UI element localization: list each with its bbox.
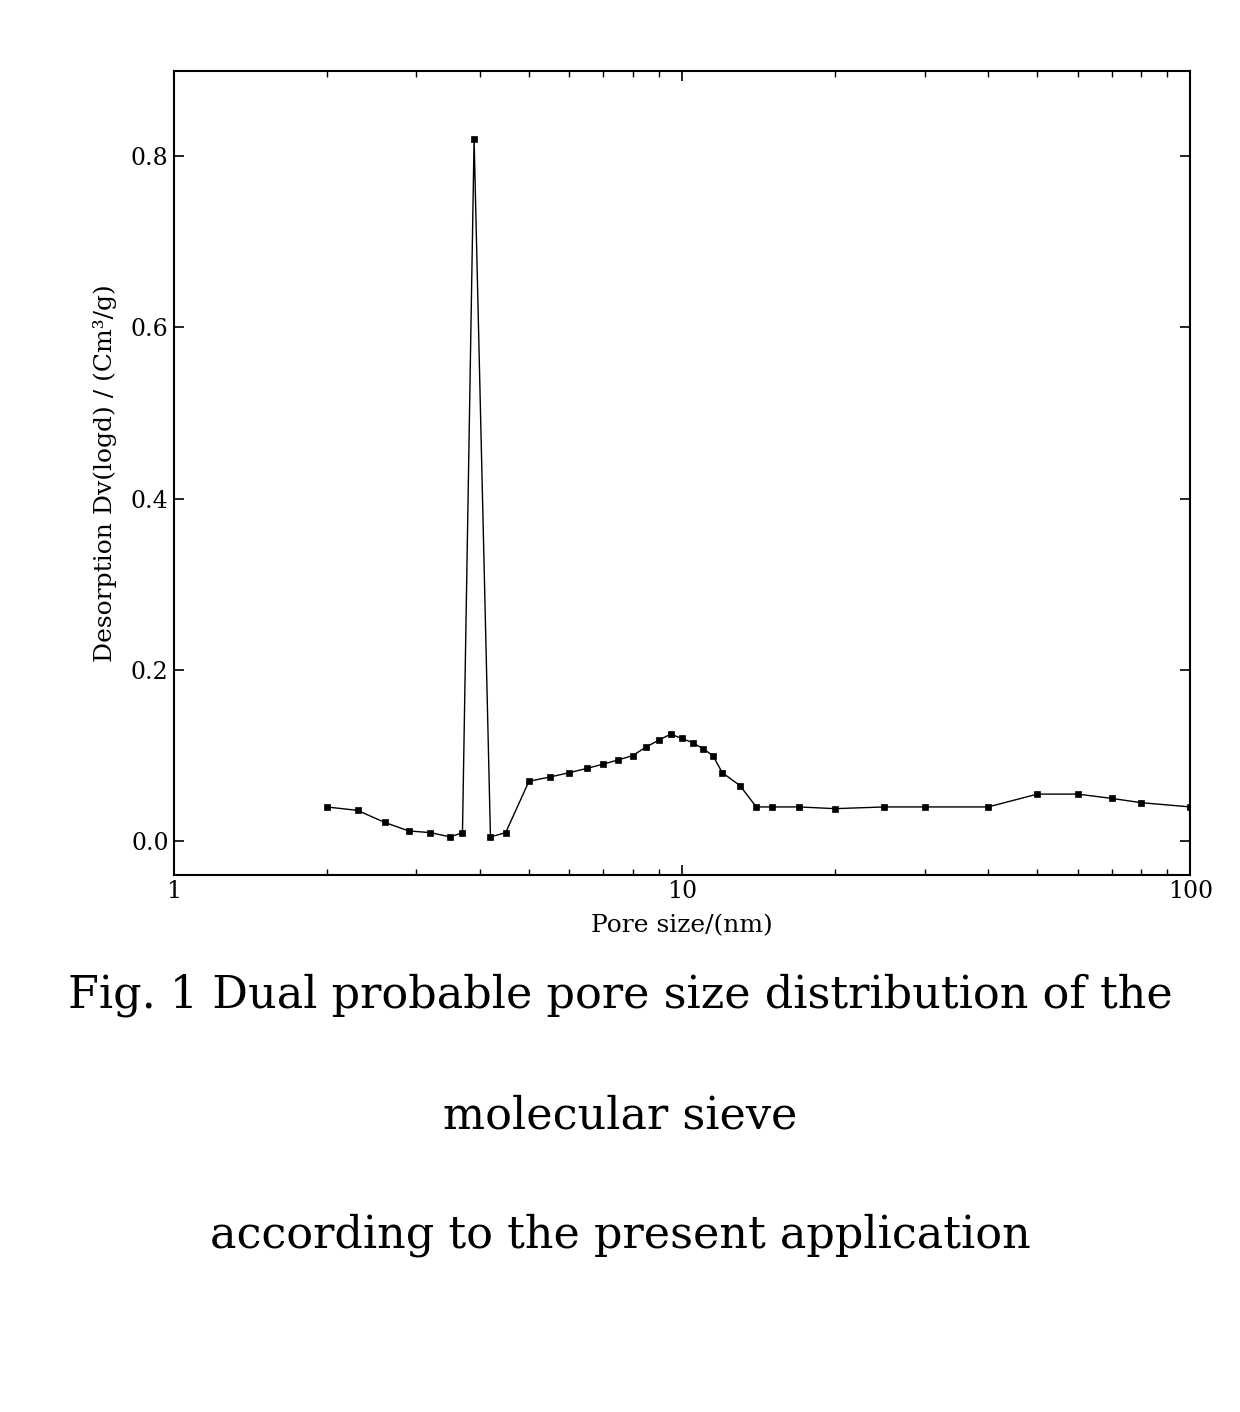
Text: Fig. 1 Dual probable pore size distribution of the: Fig. 1 Dual probable pore size distribut… <box>68 974 1172 1017</box>
Y-axis label: Desorption Dv(logd) / (Cm³/g): Desorption Dv(logd) / (Cm³/g) <box>93 284 117 662</box>
Text: according to the present application: according to the present application <box>210 1214 1030 1257</box>
Text: molecular sieve: molecular sieve <box>443 1094 797 1137</box>
X-axis label: Pore size/(nm): Pore size/(nm) <box>591 915 773 938</box>
